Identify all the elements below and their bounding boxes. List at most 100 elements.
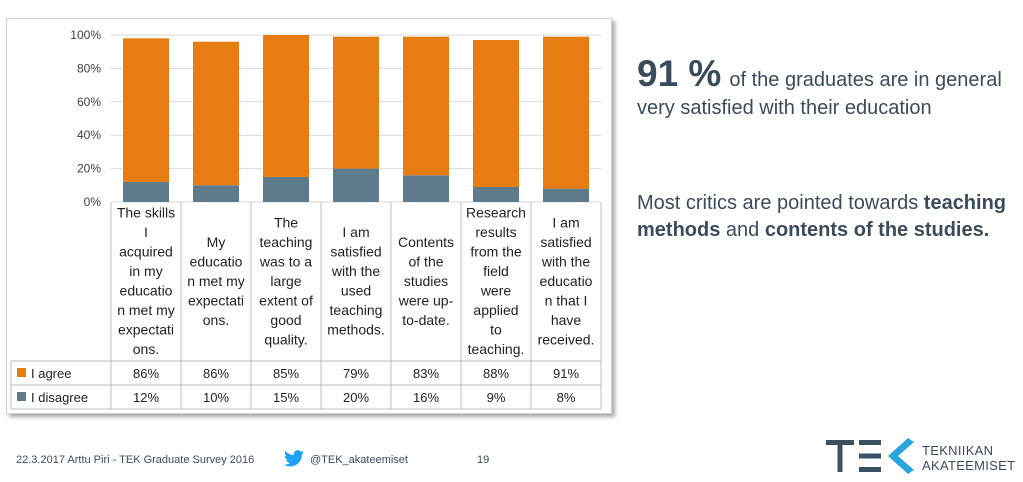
table-cell-agree: 85% <box>273 366 299 381</box>
category-label-line: teaching <box>330 302 383 318</box>
bar-agree <box>123 38 169 182</box>
category-label-line: methods. <box>327 322 385 338</box>
legend-key-agree <box>17 368 26 377</box>
logo-line-2: AKATEEMISET <box>922 458 1016 473</box>
table-cell-agree: 83% <box>413 366 439 381</box>
table-cell-agree: 86% <box>203 366 229 381</box>
bar-agree <box>263 35 309 177</box>
footer-date-author: 22.3.2017 Arttu Piri - TEK Graduate Surv… <box>16 454 255 466</box>
bar-agree <box>543 36 589 189</box>
twitter-bird-icon <box>284 450 304 467</box>
category-label-line: to <box>490 322 502 338</box>
y-tick-label: 60% <box>77 95 101 109</box>
legend-label-disagree: I disagree <box>31 390 88 405</box>
bar-disagree <box>403 175 449 202</box>
category-label: Contents of the studies were up-to-date. <box>398 234 454 328</box>
category-label-line: Contents <box>398 234 454 250</box>
y-tick-label: 100% <box>70 28 101 42</box>
category-label-line: expectati <box>188 292 244 308</box>
tek-logo-icon <box>826 438 914 474</box>
table-cell-agree: 79% <box>343 366 369 381</box>
bar-disagree <box>263 176 309 202</box>
table-cell-agree: 91% <box>553 366 579 381</box>
category-label-line: quality. <box>264 331 307 347</box>
logo-line-1: TEKNIIKAN <box>922 443 994 458</box>
category-label-line: acquired <box>119 244 173 260</box>
bar-disagree <box>543 188 589 202</box>
category-label-line: field <box>483 263 509 279</box>
category-label-line: with the <box>541 253 590 269</box>
category-label-line: educatio <box>190 253 243 269</box>
category-label-line: n met my <box>117 302 175 318</box>
table-cell-disagree: 10% <box>203 390 229 405</box>
bar-agree <box>403 36 449 176</box>
bar-disagree <box>473 186 519 202</box>
category-label-line: teaching <box>260 234 313 250</box>
table-cell-disagree: 15% <box>273 390 299 405</box>
category-label-line: in my <box>129 263 162 279</box>
critics-note: Most critics are pointed towards teachin… <box>637 190 1012 244</box>
category-label: Research results from the field were applied t… <box>466 205 526 358</box>
category-label-line: extent of <box>259 292 313 308</box>
category-label: The teaching was to a large extent of good qua… <box>259 214 313 347</box>
category-label-line: received. <box>538 331 595 347</box>
category-label-line: studies <box>404 273 448 289</box>
table-cell-disagree: 16% <box>413 390 439 405</box>
category-label-line: was to a <box>259 253 312 269</box>
table-cell-disagree: 9% <box>487 390 506 405</box>
note-text-1: Most critics are pointed towards <box>637 192 924 214</box>
bar-agree <box>193 41 239 186</box>
table-cell-disagree: 8% <box>557 390 576 405</box>
category-label-line: Research <box>466 205 526 221</box>
bar-disagree <box>193 185 239 202</box>
legend-label-agree: I agree <box>31 366 71 381</box>
category-label-line: applied <box>473 302 518 318</box>
category-label-line: educatio <box>120 283 173 299</box>
category-label-line: large <box>270 273 301 289</box>
category-label-line: ons. <box>203 312 229 328</box>
headline: 91 % of the graduates are in general very… <box>637 55 1012 122</box>
table-cell-disagree: 12% <box>133 390 159 405</box>
category-label-line: ons. <box>133 341 159 357</box>
bar-agree <box>333 36 379 169</box>
footer-page-number: 19 <box>477 454 490 466</box>
bar-disagree <box>333 168 379 202</box>
note-text-2: and <box>720 219 765 241</box>
y-tick-label: 20% <box>77 162 101 176</box>
category-label-line: The skills <box>117 205 175 221</box>
note-bold-teaching-methods: teaching methods <box>637 192 1007 241</box>
y-tick-label: 80% <box>77 61 101 75</box>
table-cell-disagree: 20% <box>343 390 369 405</box>
category-label-line: I am <box>552 214 579 230</box>
headline-text: of the graduates are in general very sat… <box>637 69 1002 119</box>
category-label-line: to-date. <box>402 312 449 328</box>
bar-disagree <box>123 181 169 202</box>
category-label: My educatio n met my expectati ons. <box>187 234 245 328</box>
y-tick-label: 40% <box>77 128 101 142</box>
table-cell-agree: 86% <box>133 366 159 381</box>
category-label-line: My <box>207 234 226 250</box>
category-label: I am satisfied with the educatio n that I hav… <box>538 214 595 347</box>
category-label-line: good <box>270 312 301 328</box>
category-label-line: I am <box>342 224 369 240</box>
category-label-line: of the <box>408 253 443 269</box>
category-label-line: were <box>480 283 512 299</box>
category-label-line: have <box>551 312 582 328</box>
bar-agree <box>473 40 519 187</box>
footer-twitter-handle: @TEK_akateemiset <box>310 454 408 466</box>
table-cell-agree: 88% <box>483 366 509 381</box>
headline-percentage: 91 % <box>637 53 722 94</box>
category-label-line: results <box>475 224 516 240</box>
note-bold-contents: contents of the studies. <box>764 219 990 241</box>
category-label-line: with the <box>331 263 380 279</box>
category-label-line: expectati <box>118 322 174 338</box>
category-label: I am satisfied with the used teaching methods… <box>327 224 385 338</box>
category-label-line: teaching. <box>468 341 525 357</box>
category-label-line: satisfied <box>330 244 381 260</box>
category-label-line: used <box>341 283 371 299</box>
legend-key-disagree <box>17 392 26 401</box>
category-label-line: from the <box>470 244 522 260</box>
